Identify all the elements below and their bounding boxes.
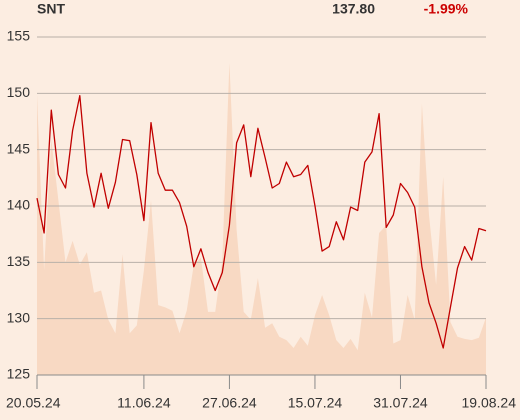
x-tick-label: 19.08.24 — [462, 395, 517, 411]
price-change: -1.99% — [424, 1, 469, 17]
y-tick-label: 135 — [7, 253, 31, 269]
y-tick-label: 145 — [7, 140, 31, 156]
x-tick-label: 31.07.24 — [373, 395, 428, 411]
y-tick-label: 155 — [7, 28, 31, 44]
x-tick-label: 15.07.24 — [288, 395, 343, 411]
y-tick-label: 140 — [7, 197, 31, 213]
x-tick-label: 11.06.24 — [117, 395, 171, 411]
chart-title: SNT — [37, 1, 65, 17]
y-tick-label: 130 — [7, 309, 31, 325]
price-line — [36, 94, 487, 349]
last-price: 137.80 — [332, 1, 375, 17]
x-tick-label: 27.06.24 — [202, 395, 257, 411]
y-tick-label: 150 — [7, 84, 31, 100]
x-tick-label: 20.05.24 — [6, 395, 61, 411]
y-tick-label: 125 — [7, 366, 31, 382]
background-area — [37, 62, 486, 376]
